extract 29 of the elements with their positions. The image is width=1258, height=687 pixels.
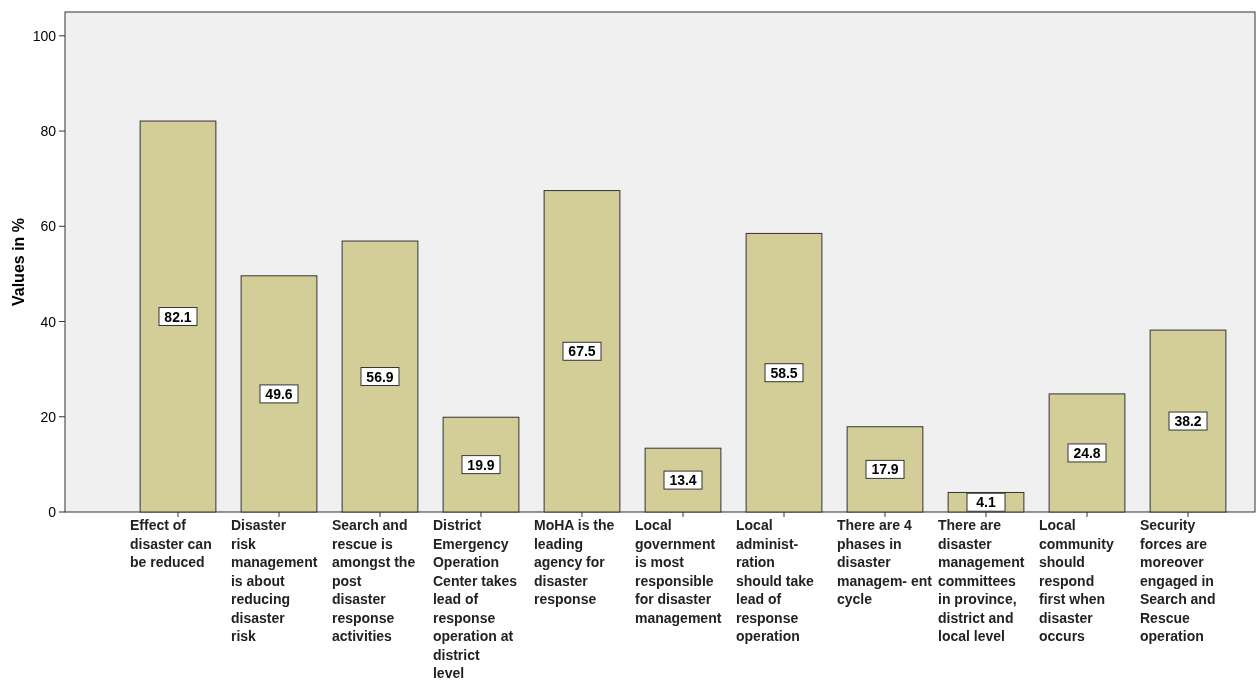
y-tick-label: 80	[40, 123, 57, 140]
y-tick-label: 100	[32, 27, 57, 44]
data-label: 67.5	[568, 343, 596, 360]
data-label: 58.5	[770, 364, 798, 381]
x-tick-label: There are disaster management committees in province, district and local level	[938, 517, 1025, 644]
x-tick-label: Local community should respond first when disaster occurs	[1039, 517, 1114, 644]
data-label: 13.4	[669, 472, 697, 489]
x-tick-label: Local administ- ration should take lead of response operation	[736, 517, 815, 644]
x-tick-label: There are 4 phases in disaster managem- ent cycle	[837, 517, 933, 607]
x-tick-label: Local government is most responsible for disaster management	[635, 517, 722, 626]
x-tick-label: MoHA is the leading agency for disaster response	[534, 517, 615, 607]
data-label: 24.8	[1073, 444, 1101, 461]
data-label: 49.6	[265, 385, 293, 402]
data-label: 17.9	[871, 461, 899, 478]
data-label: 38.2	[1174, 413, 1202, 430]
data-label: 82.1	[164, 308, 192, 325]
x-tick-label: Search and rescue is amongst the post disaster response activities	[332, 517, 416, 644]
data-label: 19.9	[467, 456, 495, 473]
y-tick-label: 60	[40, 218, 57, 235]
y-tick-label: 40	[40, 313, 57, 330]
data-label: 56.9	[366, 368, 394, 385]
x-tick-label: Effect of disaster can be reduced	[130, 517, 212, 570]
x-tick-label: Security forces are moreover engaged in Search and Rescue operation	[1140, 517, 1216, 644]
data-label: 4.1	[976, 494, 996, 511]
y-axis-title: Values in %	[10, 217, 27, 307]
x-tick-label: Disaster risk management is about reducing disaster risk	[231, 517, 318, 644]
y-tick-label: 20	[40, 408, 57, 425]
category-label: District Emergency Operation Center takes lead of response operation at district level	[433, 517, 518, 681]
y-tick-label: 0	[48, 504, 57, 520]
